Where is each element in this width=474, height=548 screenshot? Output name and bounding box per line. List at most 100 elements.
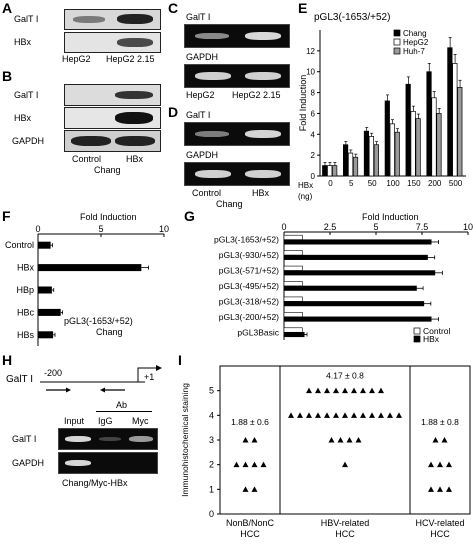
panel-h-row-label: GalT I: [12, 434, 37, 444]
bar: [283, 265, 303, 271]
x-tick-label: 0: [328, 179, 333, 188]
data-point: [242, 486, 249, 492]
gel-band: [195, 170, 231, 178]
panel-d-gel-gapdh: [184, 162, 290, 186]
bar: [384, 100, 390, 177]
tss-arrow-icon: [137, 367, 156, 382]
panel-c-lane-label: HepG2: [186, 90, 215, 100]
y-tick-label: 5: [209, 386, 214, 396]
bar: [283, 281, 303, 287]
y-tick-label: 10: [306, 68, 315, 77]
data-point: [437, 486, 443, 492]
legend-label: Chang: [403, 29, 427, 38]
bar: [431, 97, 437, 177]
bar: [38, 331, 54, 339]
blot-band: [115, 91, 153, 99]
panel-b-row-label: GAPDH: [12, 136, 45, 146]
gel-band: [245, 170, 281, 178]
y-tick-label: 3: [209, 435, 214, 445]
data-point: [297, 412, 303, 418]
x-tick-label: 200: [428, 179, 442, 188]
bar: [283, 331, 305, 338]
legend-swatch: [393, 47, 401, 55]
panel-f-label: F: [2, 208, 11, 224]
data-point: [251, 437, 258, 443]
bar: [457, 87, 463, 177]
gel-band: [99, 437, 121, 441]
x-axis-label: (ng): [298, 192, 313, 201]
panel-h-row-label: GAPDH: [12, 458, 45, 468]
panel-b-blot-galt: [64, 84, 161, 106]
panel-h-lane-label: Myc: [132, 416, 149, 426]
bar: [38, 286, 52, 294]
data-point: [342, 387, 348, 394]
panel-h-label: H: [2, 352, 13, 368]
data-point: [360, 387, 366, 394]
panel-b-row-label: HBx: [14, 113, 32, 123]
x-tick-label: 2.5: [324, 222, 337, 232]
x-tick-label: 500: [449, 179, 463, 188]
panel-a-blot-galt: [64, 9, 161, 30]
data-point: [242, 461, 249, 468]
data-point: [378, 412, 384, 418]
gel-band: [195, 131, 229, 137]
panel-e-chart: pGL3(-1653/+52) Fold Induction 0 2 4 6 8 10 12 0 5…: [298, 12, 466, 201]
panel-d-row-label: GalT I: [186, 110, 211, 120]
tss-arrowhead-icon: [156, 365, 162, 371]
data-point: [437, 461, 443, 468]
panel-b-group-label: Chang: [94, 165, 121, 175]
panel-b-lane-label: HBx: [126, 154, 144, 164]
panel-i-label: I: [178, 352, 182, 368]
blot-band: [115, 136, 155, 146]
x-tick-label: 100: [386, 179, 400, 188]
panel-h-ab-line: [96, 411, 152, 412]
bar: [283, 239, 432, 245]
bar: [283, 301, 425, 307]
y-tick-label: 6: [311, 109, 316, 118]
y-tick-label: 12: [306, 47, 315, 56]
legend-swatch: [413, 335, 421, 343]
y-tick-label: 1: [209, 484, 214, 494]
data-point: [333, 412, 339, 418]
x-tick-label: 10: [159, 224, 169, 234]
data-point: [337, 437, 344, 443]
panel-d-lane-label: HBx: [252, 188, 270, 198]
panel-c-row-label: GalT I: [186, 12, 211, 22]
panel-d-group-label: Chang: [216, 199, 243, 209]
bar: [368, 136, 374, 177]
category-label: HBV-related: [321, 518, 370, 528]
bar: [415, 118, 421, 177]
gel-band: [195, 72, 231, 80]
y-tick-label: 0: [209, 509, 214, 519]
x-tick-label: 0: [35, 224, 40, 234]
gel-band: [195, 33, 229, 39]
bar: [283, 296, 303, 302]
gel-band: [65, 436, 91, 442]
panel-a-row-label: GalT I: [14, 14, 39, 24]
data-point: [396, 412, 402, 418]
category-label: Control: [5, 240, 34, 250]
data-point: [315, 412, 321, 418]
mean-annotation: 1.88 ± 0.8: [421, 417, 459, 427]
bar: [352, 156, 359, 177]
panel-h-tss: +1: [144, 372, 155, 382]
bar: [283, 254, 428, 260]
primer-forward-icon: [66, 387, 71, 393]
data-point: [351, 412, 357, 418]
bar: [283, 316, 432, 322]
bar: [410, 110, 416, 177]
data-point: [369, 412, 375, 418]
panel-c-gel-galt: [184, 24, 290, 48]
panel-f-construct: pGL3(-1653/+52): [64, 316, 133, 326]
x-axis-label: HBx: [298, 181, 313, 190]
bar: [38, 308, 61, 316]
category-label: HCC: [240, 529, 260, 539]
blot-band: [115, 112, 153, 124]
category-label: NonB/NonC: [226, 518, 275, 528]
bar: [283, 250, 303, 256]
bar: [283, 312, 303, 318]
data-point: [346, 437, 353, 443]
data-point: [315, 387, 321, 394]
panel-i-chart: Immunohistochemical staining 0 1 2 3 4 5 1.88 ±…: [180, 365, 471, 539]
y-tick-label: 4: [209, 410, 214, 420]
